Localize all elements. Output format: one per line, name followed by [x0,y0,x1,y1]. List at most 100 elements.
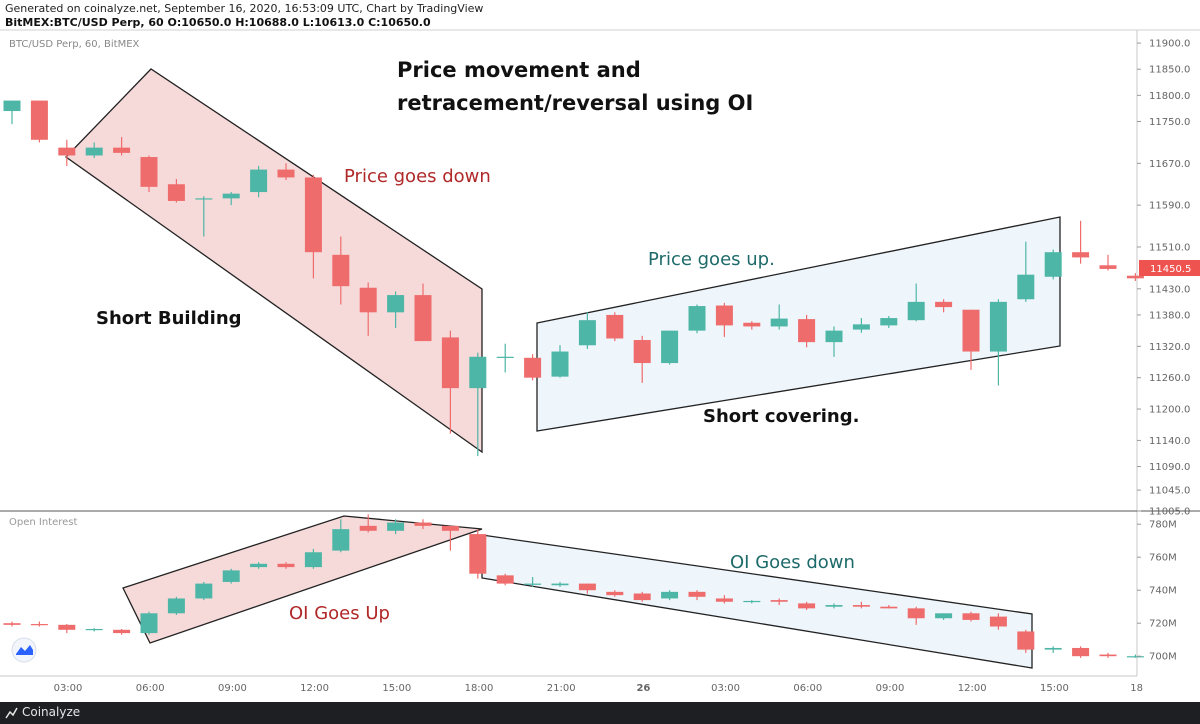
price-tick-label: 11260.0 [1149,373,1190,384]
time-tick-label: 09:00 [218,683,247,694]
price-tick-label: 11200.0 [1149,405,1190,416]
time-tick-label: 06:00 [136,683,165,694]
oi-candle-body [935,613,953,619]
time-tick-label: 21:00 [547,683,576,694]
oi-candle-body [578,583,596,591]
chart-header: Generated on coinalyze.net, September 16… [0,0,1200,30]
oi-candle-body [58,624,76,630]
time-tick-label: 09:00 [876,683,905,694]
time-tick-label: 15:00 [1040,683,1069,694]
oi-axis: 780M 760M 740M 720M 700M [1137,520,1177,663]
price-tick-label: 11320.0 [1149,342,1190,353]
price-candle-body [688,306,706,331]
price-candle-body [496,356,514,358]
price-candle-body [1099,265,1117,269]
oi-candle-body [113,629,131,634]
price-candle-body [359,287,377,313]
price-tick-label: 11510.0 [1149,242,1190,253]
oi-candle-body [1072,647,1090,657]
price-candle-body [606,314,624,339]
price-candle-body [414,295,432,342]
price-down-zone [65,68,483,454]
oi-candle-body [633,593,651,601]
oi-tick-label: 720M [1149,619,1177,630]
time-tick-label: 03:00 [54,683,83,694]
price-candle-body [195,198,213,200]
coinalyze-logo-icon [5,707,18,719]
price-tick-label: 11850.0 [1149,65,1190,76]
price-candle-body [140,157,158,187]
oi-candle-body [359,525,377,531]
price-candle-body [1044,252,1062,277]
oi-candle-body [30,624,48,626]
oi-tick-label: 780M [1149,520,1177,531]
oi-candle-body [551,583,569,586]
price-candle-body [332,254,350,287]
price-candle-body [1072,252,1090,258]
oi-candle-body [441,525,459,531]
price-tick-label: 11900.0 [1149,39,1190,50]
current-price-label: 11450.5 [1150,264,1191,275]
price-tick-label: 11430.0 [1149,284,1190,295]
tv-logo-icon [16,645,33,655]
price-axis: 11900.0 11850.0 11800.0 11750.0 11670.0 11590… [1137,39,1190,518]
price-candle-body [277,169,295,178]
oi-pane-title: Open Interest [9,517,78,528]
time-tick-label: 06:00 [793,683,822,694]
oi-candle-body [1044,647,1062,650]
price-candle-body [715,305,733,326]
price-candle-body [989,301,1007,352]
price-candle-body [880,318,898,326]
price-tick-label: 11590.0 [1149,201,1190,212]
oi-candle-body [770,600,788,602]
price-candle-body [935,301,953,308]
price-candle-body [770,318,788,327]
price-tick-label: 11045.0 [1149,486,1190,497]
price-candle-body [907,301,925,321]
oi-candle-body [387,522,405,531]
oi-goes-down-label: OI Goes down [730,552,855,573]
short-covering-label: Short covering. [703,406,859,427]
price-candle-body [167,184,185,201]
price-candle-body [661,330,679,364]
time-axis: 03:00 06:00 09:00 12:00 15:00 18:00 21:00 26 03:… [54,683,1143,694]
price-candle-body [633,340,651,364]
ohlc-info: BitMEX:BTC/USD Perp, 60 O:10650.0 H:1068… [5,16,431,29]
price-candle-body [85,147,103,156]
oi-candle-body [907,608,925,619]
oi-candle-body [414,522,432,526]
chart-canvas: 11900.0 11850.0 11800.0 11750.0 11670.0 11590… [0,29,1200,694]
time-tick-label: 03:00 [711,683,740,694]
time-tick-label: 12:00 [300,683,329,694]
oi-candle-body [304,552,322,568]
price-tick-label: 11005.0 [1149,507,1190,518]
price-tick-label: 11090.0 [1149,462,1190,473]
oi-candle-body [606,591,624,596]
oi-candle-body [1099,654,1117,657]
price-candle-body [1017,274,1035,300]
price-tick-label: 11380.0 [1149,310,1190,321]
price-candle-body [578,320,596,346]
oi-candles [3,514,1144,658]
time-tick-label: 12:00 [958,683,987,694]
short-building-label: Short Building [96,308,242,329]
price-candle-body [30,100,48,140]
price-candle-body [1126,275,1144,279]
oi-candle-body [798,603,816,609]
oi-candle-body [688,591,706,597]
time-tick-label: 18:00 [465,683,494,694]
price-tick-label: 11140.0 [1149,436,1190,447]
price-goes-up-label: Price goes up. [648,249,775,270]
oi-candle-body [167,598,185,614]
price-candle-body [222,193,240,199]
price-candle-body [524,357,542,378]
oi-candle-body [1126,656,1144,658]
price-candle-body [441,337,459,389]
oi-candle-body [880,606,898,609]
price-tick-label: 11800.0 [1149,91,1190,102]
price-candle-body [551,351,569,377]
oi-candle-body [250,563,268,568]
price-tick-label: 11670.0 [1149,159,1190,170]
oi-candle-body [852,605,870,607]
oi-candle-body [743,600,761,603]
